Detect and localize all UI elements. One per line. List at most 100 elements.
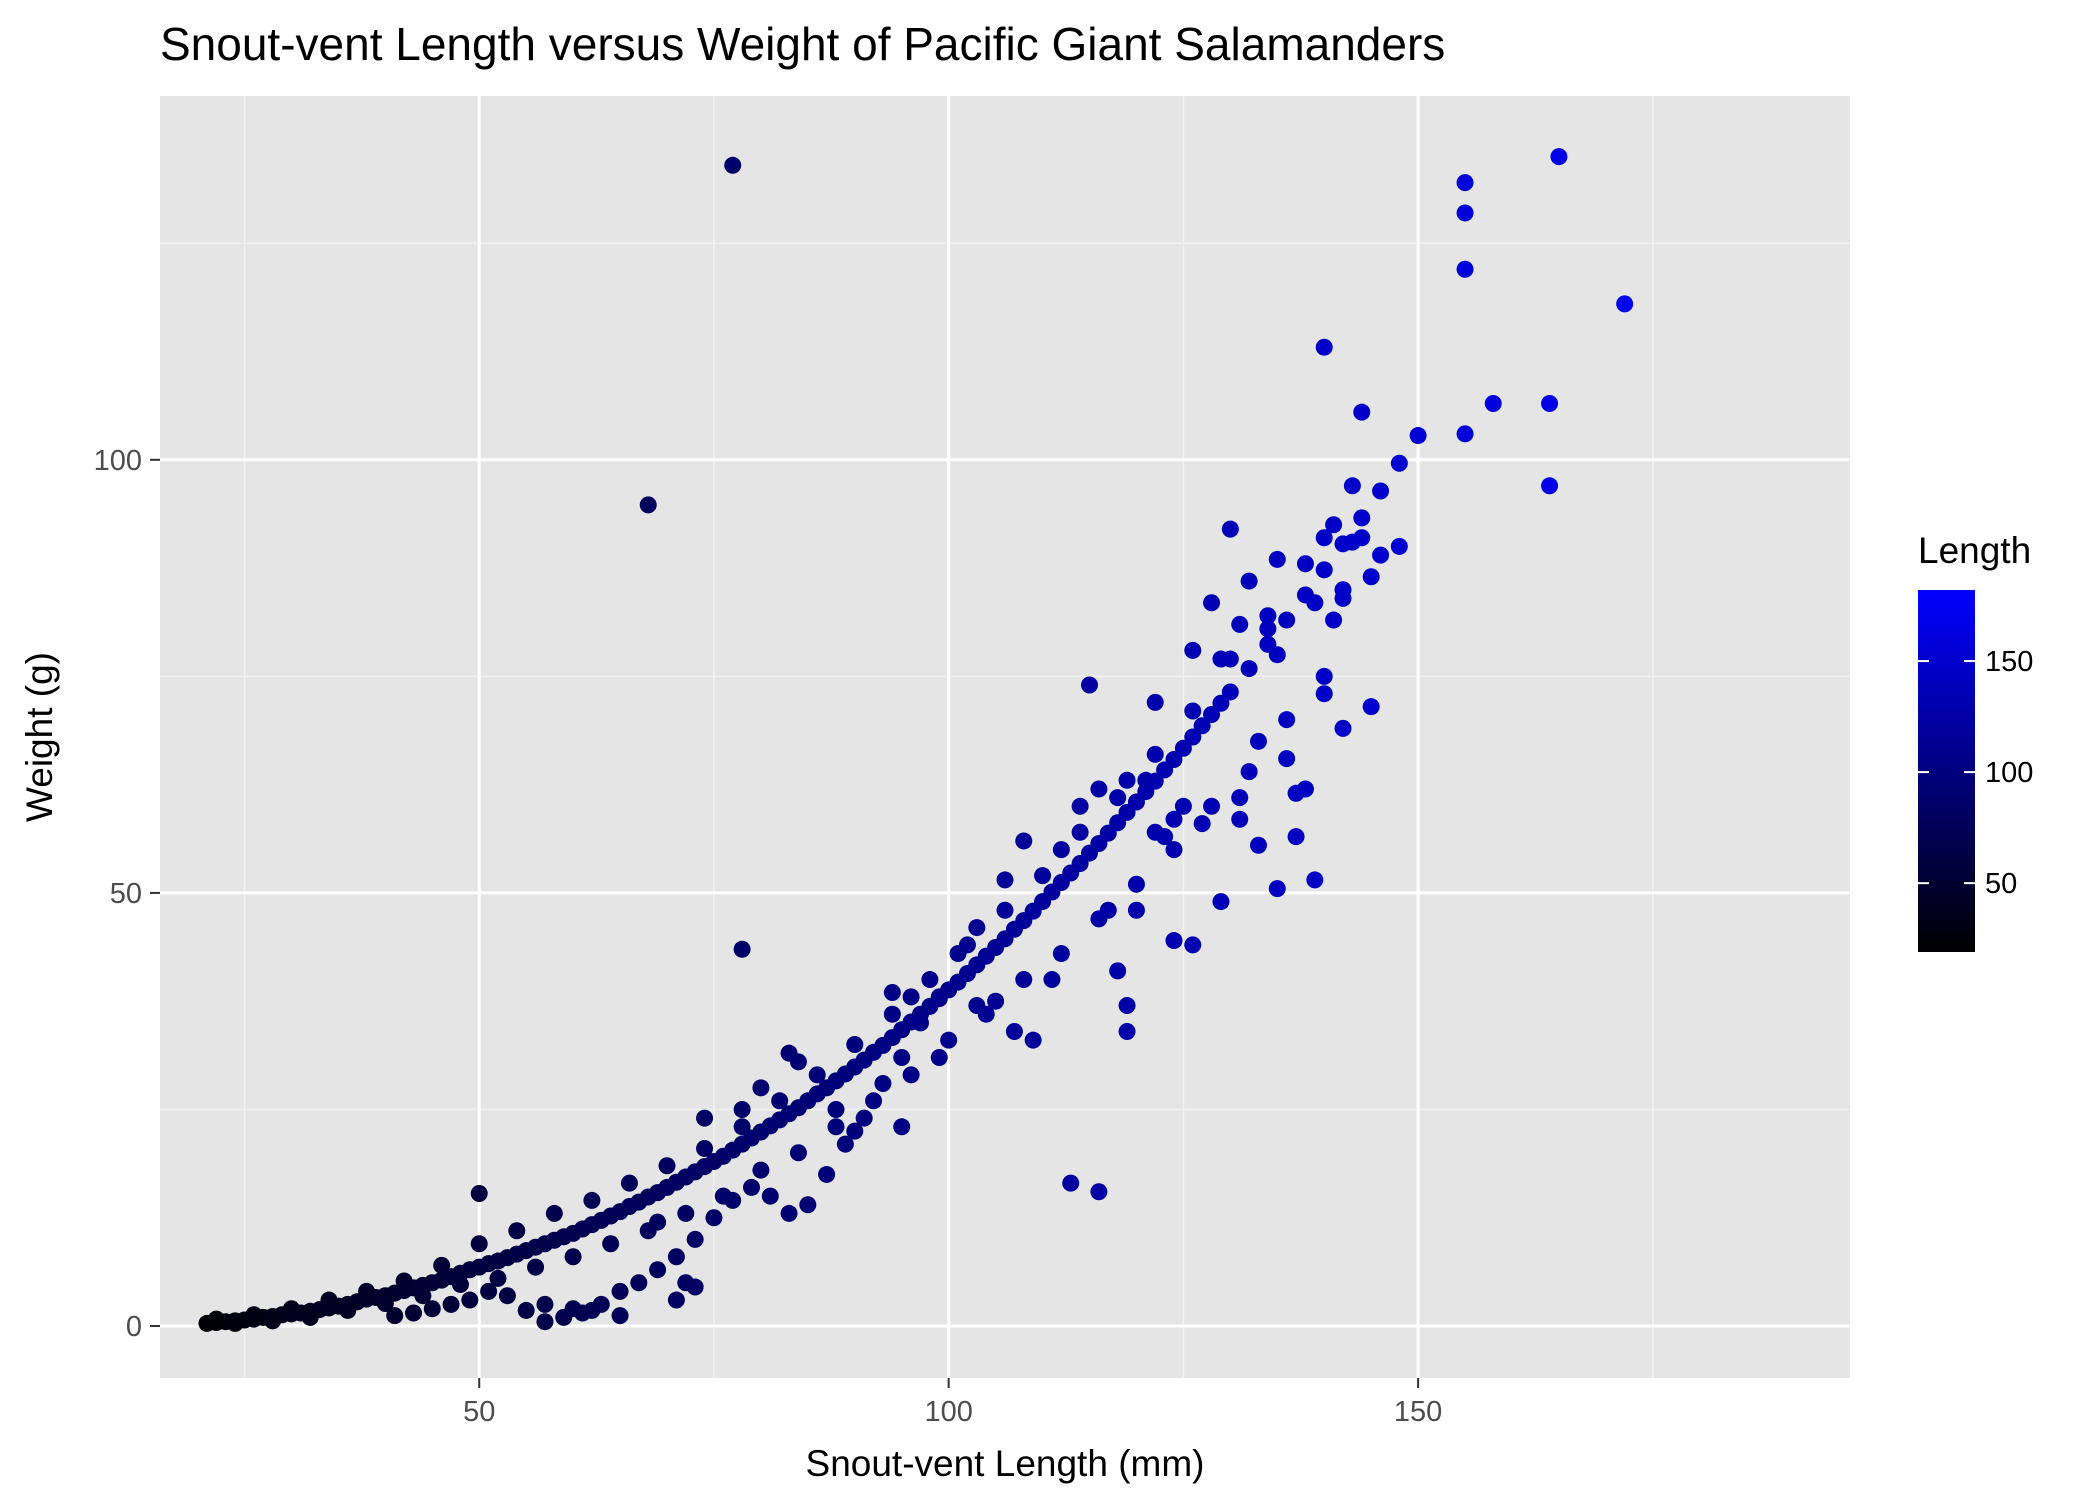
data-point xyxy=(1203,797,1221,815)
data-point xyxy=(1005,1023,1023,1041)
data-point xyxy=(1071,797,1089,815)
x-axis-title: Snout-vent Length (mm) xyxy=(806,1443,1205,1484)
data-point xyxy=(1221,683,1239,701)
data-point xyxy=(207,1310,225,1328)
data-point xyxy=(827,1118,845,1136)
data-point xyxy=(611,1307,629,1325)
data-points xyxy=(198,148,1634,1332)
data-point xyxy=(930,988,948,1006)
data-point xyxy=(264,1312,282,1330)
data-point xyxy=(320,1291,338,1309)
data-point xyxy=(1221,520,1239,538)
data-point xyxy=(461,1291,479,1309)
data-point xyxy=(1024,1031,1042,1049)
data-point xyxy=(1071,823,1089,841)
data-point xyxy=(226,1314,244,1332)
data-point xyxy=(1174,797,1192,815)
data-point xyxy=(433,1256,451,1274)
data-point xyxy=(968,919,986,937)
data-point xyxy=(1456,260,1474,278)
data-point xyxy=(1268,550,1286,568)
data-point xyxy=(1184,702,1202,720)
data-point xyxy=(442,1295,460,1313)
data-point xyxy=(1306,594,1324,612)
y-tick-label: 0 xyxy=(126,1311,142,1343)
data-point xyxy=(1259,620,1277,638)
data-point xyxy=(686,1278,704,1296)
data-point xyxy=(724,1191,742,1209)
data-point xyxy=(1456,204,1474,222)
data-point xyxy=(874,1074,892,1092)
data-point xyxy=(836,1135,854,1153)
data-point xyxy=(517,1301,535,1319)
data-point xyxy=(667,1248,685,1266)
data-point xyxy=(855,1109,873,1127)
data-point xyxy=(1165,751,1183,769)
data-point xyxy=(808,1066,826,1084)
data-point xyxy=(1146,745,1164,763)
data-point xyxy=(1043,971,1061,989)
data-point xyxy=(1240,763,1258,781)
data-point xyxy=(902,1066,920,1084)
data-point xyxy=(818,1165,836,1183)
data-point xyxy=(799,1196,817,1214)
data-point xyxy=(545,1204,563,1222)
data-point xyxy=(1193,815,1211,833)
data-point xyxy=(1268,880,1286,898)
data-point xyxy=(1090,780,1108,798)
data-point xyxy=(245,1306,263,1324)
data-point xyxy=(789,1053,807,1071)
data-point xyxy=(649,1261,667,1279)
data-point xyxy=(536,1313,554,1331)
data-point xyxy=(1015,971,1033,989)
legend-title: Length xyxy=(1918,530,2031,571)
data-point xyxy=(752,1079,770,1097)
data-point xyxy=(1343,533,1361,551)
legend-tick-label: 100 xyxy=(1985,757,2033,789)
data-point xyxy=(987,992,1005,1010)
data-point xyxy=(1052,945,1070,963)
data-point xyxy=(620,1174,638,1192)
data-point xyxy=(386,1307,404,1325)
y-tick-label: 100 xyxy=(94,445,142,477)
data-point xyxy=(696,1139,714,1157)
data-point xyxy=(1174,739,1192,757)
data-point xyxy=(696,1109,714,1127)
data-point xyxy=(1372,546,1390,564)
data-point xyxy=(1240,660,1258,678)
data-point xyxy=(1287,828,1305,846)
data-point xyxy=(1052,841,1070,859)
data-point xyxy=(1184,641,1202,659)
data-point xyxy=(639,496,657,514)
data-point xyxy=(405,1304,422,1322)
legend-ticks: 50 100 150 xyxy=(1918,646,2033,900)
data-point xyxy=(1203,594,1221,612)
data-point xyxy=(1165,932,1183,950)
data-point xyxy=(1278,711,1296,729)
data-point xyxy=(564,1248,582,1266)
data-point xyxy=(846,1122,864,1140)
data-point xyxy=(1127,901,1145,919)
data-point xyxy=(865,1092,883,1110)
data-point xyxy=(733,1100,751,1118)
data-point xyxy=(1353,509,1371,527)
data-point xyxy=(536,1295,554,1313)
y-tick-label: 50 xyxy=(110,878,142,910)
data-point xyxy=(602,1235,620,1253)
data-point xyxy=(1240,572,1258,590)
x-tick-label: 150 xyxy=(1394,1396,1442,1428)
data-point xyxy=(489,1269,507,1287)
data-point xyxy=(733,1118,751,1136)
data-point xyxy=(1146,823,1164,841)
data-point xyxy=(724,156,742,174)
data-point xyxy=(883,1005,901,1023)
data-point xyxy=(1259,607,1277,625)
x-tick-label: 50 xyxy=(463,1396,495,1428)
data-point xyxy=(893,1118,911,1136)
x-axis-ticks: 50 100 150 xyxy=(463,1378,1442,1428)
data-point xyxy=(1353,403,1371,421)
data-point xyxy=(1062,1174,1080,1192)
data-point xyxy=(771,1092,789,1110)
data-point xyxy=(1541,395,1559,413)
data-point xyxy=(1550,148,1568,166)
